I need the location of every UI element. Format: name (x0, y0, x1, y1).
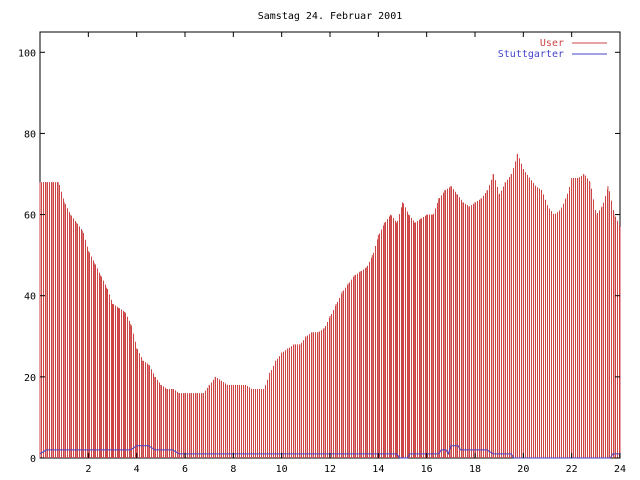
user-series (39, 153, 621, 458)
x-tick-label: 16 (421, 464, 433, 475)
x-tick-label: 12 (324, 464, 336, 475)
x-tick-label: 10 (276, 464, 288, 475)
x-tick-label: 2 (85, 464, 91, 475)
x-tick-label: 4 (134, 464, 140, 475)
x-tick-label: 14 (372, 464, 384, 475)
x-tick-label: 8 (230, 464, 236, 475)
x-tick-label: 24 (614, 464, 626, 475)
x-axis: 2 4 6 8 10 12 14 16 18 20 22 24 (85, 32, 626, 475)
x-tick-label: 22 (566, 464, 578, 475)
stuttgarter-line (39, 445, 620, 459)
chart-title: Samstag 24. Februar 2001 (258, 11, 403, 22)
x-tick-label: 6 (182, 464, 188, 475)
x-tick-label: 18 (469, 464, 481, 475)
y-tick-label: 80 (24, 129, 36, 140)
y-axis: 0 20 40 60 80 100 (18, 48, 620, 465)
y-tick-label: 60 (24, 211, 36, 222)
y-tick-label: 20 (24, 373, 36, 384)
stuttgarter-series (39, 445, 620, 459)
legend-label: Stuttgarter (498, 49, 564, 60)
y-tick-label: 40 (24, 292, 36, 303)
legend-label: User (540, 38, 564, 49)
y-tick-label: 100 (18, 48, 36, 59)
y-tick-label: 0 (30, 454, 36, 465)
x-tick-label: 20 (517, 464, 529, 475)
